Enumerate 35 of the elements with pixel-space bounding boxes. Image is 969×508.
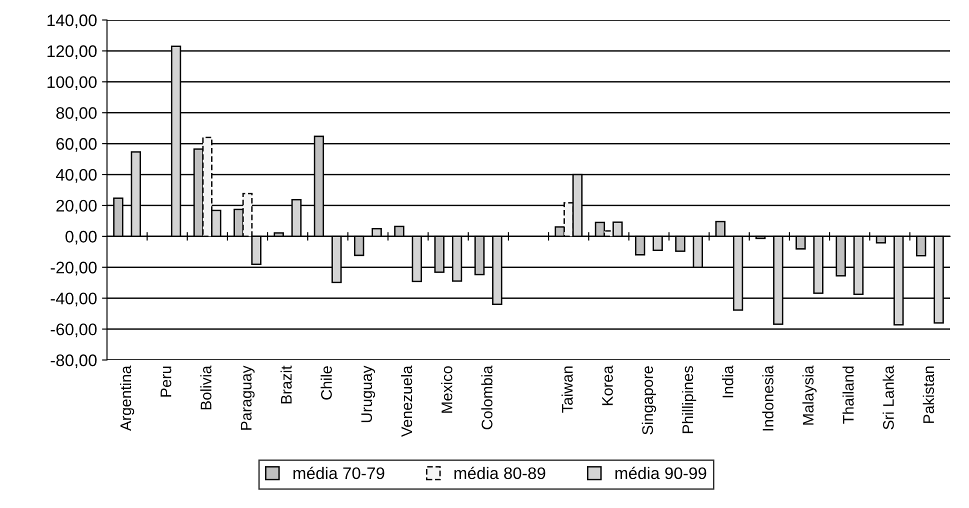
x-tick-label: Mexico [441, 366, 452, 413]
x-tick-label: Bolivia [200, 366, 212, 410]
x-tick-label: Thailand [842, 366, 854, 424]
y-tick-label: 0,00 [65, 230, 97, 245]
x-tick-label: Uruguay [361, 366, 376, 422]
x-tick-label: Malaysia [802, 366, 817, 425]
x-tick-label: Taiwan [562, 366, 573, 413]
y-tick-label: 120,00 [48, 45, 97, 60]
x-tick-label: Pakistan [922, 366, 934, 423]
x-tick-label: Colombia [481, 366, 492, 430]
y-tick-label: 140,00 [48, 14, 97, 28]
x-tick-label: Venezuela [400, 366, 412, 437]
x-tick-label: Argentina [120, 366, 134, 431]
x-tick-label: India [722, 366, 734, 398]
y-tick-label: -20,00 [50, 262, 97, 276]
x-tick-label: Phillipines [682, 366, 696, 434]
y-tick-label: -80,00 [50, 354, 97, 368]
legend-label: média 90-99 [615, 466, 706, 480]
x-tick-label: Brazit [280, 366, 292, 404]
y-tick-label: 80,00 [56, 107, 97, 121]
x-tick-label: Singapore [642, 366, 656, 435]
legend-label: média 70-79 [293, 466, 384, 480]
x-tick-label: Korea [602, 366, 613, 406]
y-tick-label: 60,00 [56, 138, 97, 152]
x-tick-label: Sri Lanka [882, 366, 894, 430]
y-tick-label: 40,00 [56, 168, 97, 183]
x-tick-label: Chile [320, 366, 332, 400]
x-tick-label: Indonesia [762, 366, 774, 430]
y-tick-label: -60,00 [50, 323, 97, 338]
x-tick-label: Peru [160, 366, 172, 397]
y-tick-label: 100,00 [48, 76, 97, 90]
legend-label: média 80-89 [454, 466, 546, 480]
y-tick-label: -40,00 [50, 292, 97, 306]
y-tick-label: 20,00 [56, 200, 97, 214]
x-tick-label: Paraguay [240, 366, 255, 430]
